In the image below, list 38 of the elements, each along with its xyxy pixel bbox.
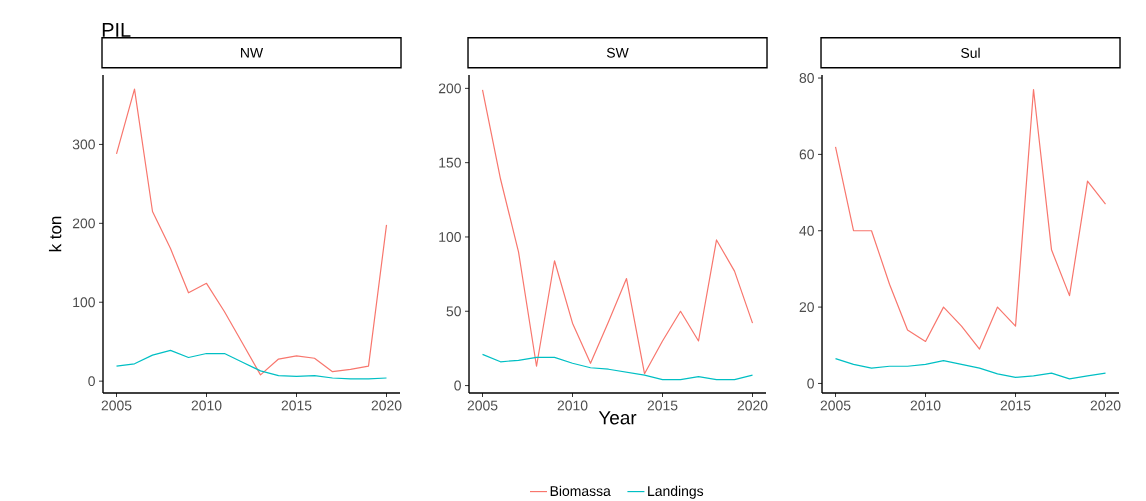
y-tick-label: 0 xyxy=(88,376,95,386)
y-tick-label: 100 xyxy=(73,297,95,308)
x-tick-label: 2005 xyxy=(820,400,851,411)
line-series xyxy=(481,89,754,375)
legend-label: Landings xyxy=(648,485,704,499)
x-tick-label: 2015 xyxy=(1000,400,1031,411)
x-tick-label: 2020 xyxy=(371,400,402,411)
y-tick-label: 150 xyxy=(439,157,461,168)
x-tick-label: 2010 xyxy=(910,400,941,411)
y-tick-label: 100 xyxy=(439,231,461,242)
y-tick-label: 20 xyxy=(799,301,814,312)
y-tick-label: 60 xyxy=(799,149,814,160)
y-tick-label: 0 xyxy=(454,380,461,391)
x-tick-label: 2005 xyxy=(467,400,498,411)
y-tick-label: 50 xyxy=(446,306,461,317)
x-tick-label: 2020 xyxy=(1090,400,1121,411)
x-tick-label: 2020 xyxy=(737,400,768,411)
y-tick-label: 40 xyxy=(799,225,814,236)
x-axis-title: Year xyxy=(598,411,637,425)
y-tick-label: 200 xyxy=(72,218,95,229)
y-tick-label: 300 xyxy=(72,139,95,150)
legend-label: Biomassa xyxy=(550,485,611,496)
line-series xyxy=(834,88,1107,350)
chart-title: SW xyxy=(606,47,629,58)
y-tick-label: 200 xyxy=(438,83,461,94)
chart-title: NW xyxy=(241,47,264,58)
chart-title: Sul xyxy=(961,47,980,58)
x-tick-label: 2015 xyxy=(647,400,678,411)
x-tick-label: 2005 xyxy=(101,400,132,411)
x-tick-label: 2010 xyxy=(557,400,588,411)
x-tick-label: 2010 xyxy=(191,400,222,411)
line-series xyxy=(115,88,388,376)
text: PIL xyxy=(102,22,131,37)
y-axis-title: k ton xyxy=(48,216,62,252)
line-series xyxy=(115,349,388,380)
y-tick-label: 80 xyxy=(799,72,814,83)
x-tick-label: 2015 xyxy=(281,400,312,411)
y-tick-label: 0 xyxy=(807,378,814,389)
